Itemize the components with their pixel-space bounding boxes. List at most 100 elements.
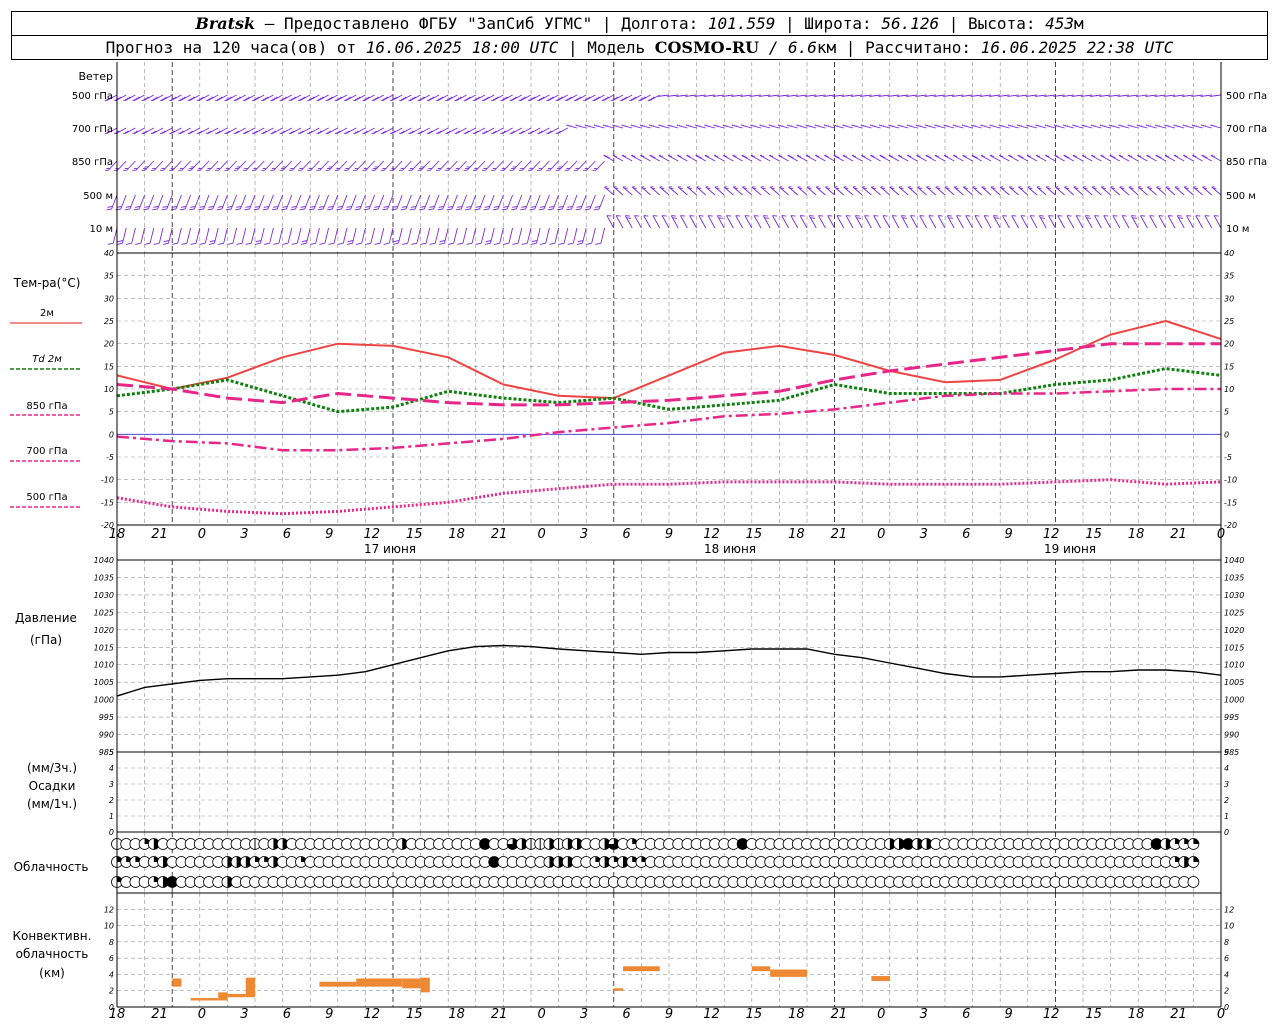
wind-barb	[787, 124, 798, 129]
wind-barb	[509, 127, 523, 134]
pressure-line	[116, 644, 1222, 697]
wind-barb	[1018, 186, 1029, 196]
x-tick-label: 6	[962, 527, 970, 542]
y-tick-label: 1010	[1224, 661, 1244, 670]
y-tick-label: 8	[109, 938, 114, 947]
wind-barb	[1053, 94, 1065, 97]
wind-barb	[463, 94, 477, 101]
wind-barb	[979, 94, 992, 97]
wind-barb	[842, 154, 854, 162]
wind-barb	[805, 124, 817, 129]
wind-barb	[1035, 154, 1047, 162]
wind-barb	[619, 94, 633, 101]
wind-barb	[804, 94, 817, 97]
wind-barb	[161, 194, 173, 211]
wind-barb	[778, 154, 789, 162]
wind-barb	[380, 160, 394, 171]
y-tick-label: 1040	[94, 556, 114, 565]
temperature-lines	[116, 320, 1222, 516]
wind-barb	[1155, 154, 1167, 162]
wind-level-3-right: 500 м	[1226, 191, 1256, 202]
wind-barb	[205, 94, 219, 101]
wind-barb	[282, 227, 293, 245]
y-tick-label: 1035	[94, 573, 114, 582]
wind-barb	[113, 127, 127, 134]
wind-barb	[631, 154, 642, 162]
wind-barb	[160, 160, 173, 171]
x-tick-label: 9	[665, 1007, 673, 1022]
y-tick-label: 10	[1224, 385, 1234, 394]
wind-barb	[1158, 215, 1167, 229]
wind-barb	[262, 194, 274, 211]
wind-barb	[106, 194, 118, 211]
wind-barb	[264, 227, 274, 245]
wind-barb	[584, 124, 596, 129]
wind-barb	[1062, 94, 1074, 97]
y-tick-label: 0	[1224, 1003, 1229, 1012]
provider-text: — Предоставлено ФГБУ "ЗапСиб УГМС"	[264, 14, 593, 33]
wind-barb	[1064, 186, 1075, 196]
wind-barb	[814, 124, 826, 129]
temp-series-line	[116, 367, 1222, 414]
wind-barb	[179, 194, 192, 211]
wind-barb	[537, 127, 550, 134]
wind-barb	[334, 160, 348, 171]
y-tick-label: 1005	[94, 678, 114, 687]
wind-barb	[1043, 94, 1056, 97]
wind-barb	[481, 127, 495, 134]
wind-barb	[298, 160, 311, 171]
wind-barb	[906, 124, 918, 129]
wind-barb	[952, 124, 964, 129]
wind-barb	[916, 186, 927, 196]
y-tick-label: -10	[1224, 476, 1237, 485]
wind-barb	[362, 160, 375, 171]
wind-barb	[742, 186, 753, 196]
wind-level-0: 500 гПа	[72, 91, 113, 102]
wind-barb	[1045, 186, 1056, 196]
alt-label: Высота:	[968, 14, 1036, 33]
wind-barb	[152, 194, 164, 211]
wind-barb	[420, 227, 431, 245]
wind-barb	[704, 154, 716, 162]
wind-barb	[325, 127, 339, 134]
wind-barb	[380, 127, 394, 134]
conv-cloud-bar	[190, 998, 219, 1001]
wind-barb	[426, 127, 440, 134]
wind-barb	[946, 215, 955, 229]
wind-barb	[1094, 215, 1102, 229]
wind-barb	[1145, 94, 1157, 97]
wind-barb	[1084, 215, 1093, 229]
wind-barb	[454, 160, 467, 171]
wind-barb	[475, 227, 486, 245]
x-tick-label: 6	[283, 1007, 291, 1022]
wind-barb	[216, 194, 228, 211]
wind-barb	[144, 227, 155, 245]
wind-barb	[777, 124, 789, 129]
wind-barb	[1183, 186, 1194, 196]
wind-level-1-right: 700 гПа	[1226, 124, 1267, 135]
conv-title-1: Конвективн.	[13, 929, 92, 943]
wind-barb	[319, 227, 330, 245]
wind-barb	[254, 227, 265, 245]
wind-barb	[621, 124, 633, 129]
x-tick-label: 18	[448, 1007, 465, 1022]
y-tick-label: 1020	[94, 626, 114, 635]
cloud-symbols	[111, 838, 1200, 888]
y-tick-label: -20	[1224, 521, 1237, 530]
y-tick-label: 985	[99, 748, 114, 757]
wind-barb	[527, 94, 541, 101]
wind-barb	[647, 94, 661, 101]
wind-barb	[824, 154, 835, 162]
y-tick-label: 10	[104, 385, 114, 394]
wind-barb	[613, 186, 624, 196]
wind-barb	[751, 186, 762, 196]
wind-barb	[621, 154, 633, 162]
calc-time: 16.06.2025 22:38 UTC	[980, 38, 1174, 57]
wind-barb	[953, 186, 964, 196]
wind-barb	[150, 94, 164, 101]
y-tick-label: 6	[1224, 954, 1229, 963]
wind-barb	[891, 215, 900, 229]
wind-barb	[658, 154, 670, 162]
wind-barb	[417, 160, 431, 171]
wind-barb	[123, 94, 136, 101]
